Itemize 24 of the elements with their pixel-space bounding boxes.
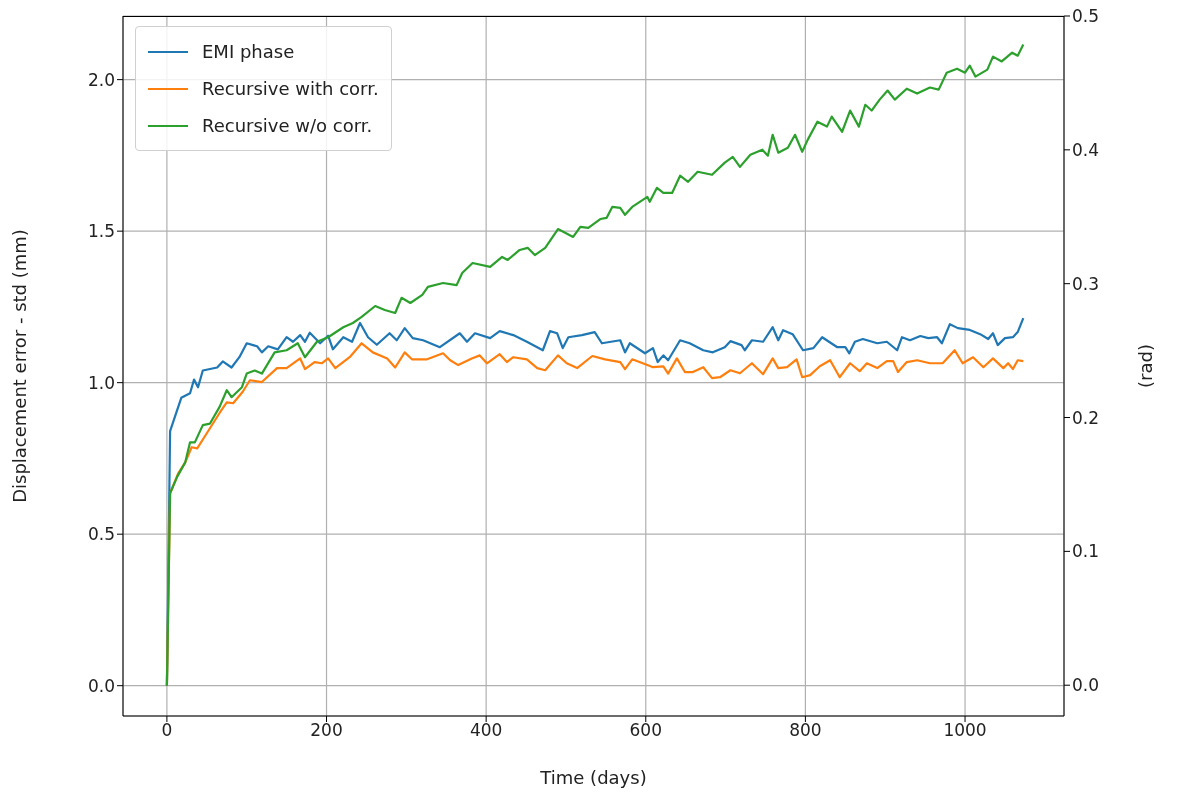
y2-tick-label: 0.0	[1072, 675, 1100, 696]
legend-label: Recursive w/o corr.	[202, 115, 373, 136]
y2-tick-label: 0.2	[1072, 407, 1100, 428]
y2-axis-title: (rad)	[1135, 344, 1157, 388]
y-tick-label: 2.0	[87, 69, 115, 90]
x-tick-label: 200	[310, 720, 343, 741]
x-tick-label: 400	[469, 720, 503, 741]
y-axis-title: Displacement error - std (mm)	[9, 229, 31, 503]
x-tick-label: 600	[629, 720, 662, 741]
y2-tick-label: 0.1	[1072, 541, 1100, 562]
y2-tick-label: 0.3	[1072, 273, 1100, 294]
x-tick-label: 0	[161, 720, 173, 741]
y-tick-label: 0.5	[87, 524, 115, 545]
line-series	[165, 43, 1025, 687]
y-tick-label: 0.0	[87, 675, 115, 696]
x-tick-label: 800	[789, 720, 822, 741]
y-tick-label: 1.0	[87, 372, 115, 393]
legend-label: Recursive with corr.	[202, 78, 379, 99]
legend-label: EMI phase	[202, 41, 295, 62]
y-tick-label: 1.5	[87, 221, 115, 242]
y2-tick-label: 0.5	[1072, 6, 1100, 27]
x-axis-title: Time (days)	[539, 767, 647, 788]
x-tick-label: 1000	[943, 720, 987, 741]
y2-tick-label: 0.4	[1072, 139, 1100, 160]
